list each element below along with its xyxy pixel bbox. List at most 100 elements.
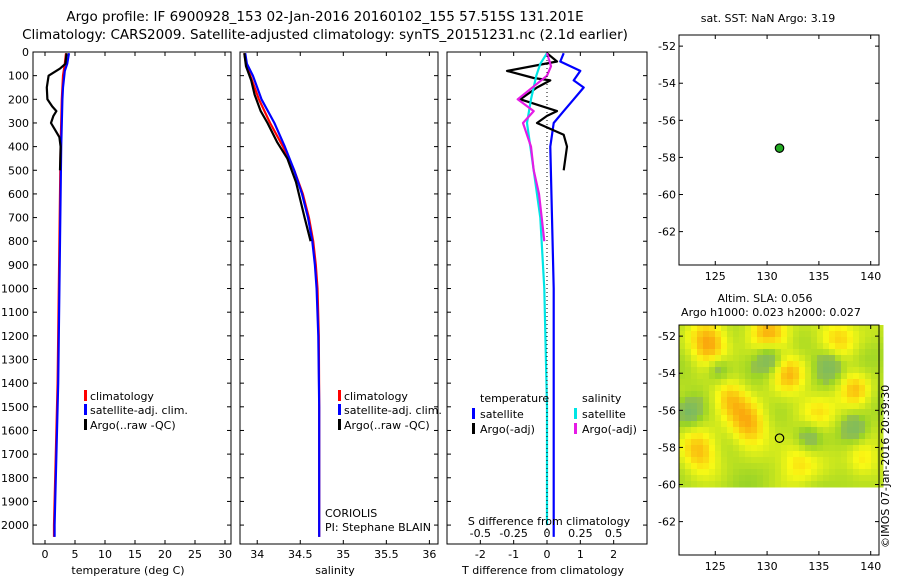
- temperature-series-satellite-adj-clim-: [53, 53, 71, 537]
- temperature-ytick-label: 1600: [1, 424, 29, 437]
- temperature-xtick-label: 15: [128, 548, 142, 561]
- location-ytick-label: -56: [658, 114, 676, 127]
- temperature-xtick-label: 10: [98, 548, 112, 561]
- temperature-ytick-label: 1800: [1, 472, 29, 485]
- temperature-xtick-label: 20: [158, 548, 172, 561]
- temp-legend-label: satellite-adj. clim.: [90, 404, 188, 417]
- diff-legend-label: Argo(-adj): [582, 423, 637, 436]
- temperature-ytick-label: 500: [8, 164, 29, 177]
- location-xtick-label: 130: [757, 270, 778, 283]
- sal-legend-marker: [338, 419, 341, 430]
- temp-legend-marker: [84, 419, 87, 430]
- title-line-1: Argo profile: IF 6900928_153 02-Jan-2016…: [66, 9, 584, 25]
- differences-xlabel: T difference from climatology: [461, 564, 624, 577]
- temp-legend-marker: [84, 390, 87, 401]
- salinity-xtick-label: 35: [336, 548, 350, 561]
- temperature-ytick-label: 0: [22, 46, 29, 59]
- location-ytick-label: -62: [658, 226, 676, 239]
- differences-xtick-label: -2: [475, 548, 486, 561]
- temperature-ytick-label: 700: [8, 212, 29, 225]
- diff-legend-marker: [472, 423, 475, 434]
- differences-xtick-label: -1: [508, 548, 519, 561]
- temperature-ytick-label: 900: [8, 259, 29, 272]
- differences-series-t-satellite: [549, 52, 585, 537]
- altimetry-xtick-label: 125: [705, 560, 726, 573]
- sal-legend-marker: [338, 390, 341, 401]
- diff-x2tick-label: 0.25: [568, 527, 593, 540]
- salinity-xlabel: salinity: [315, 564, 355, 577]
- imos-credit: ©IMOS 07-Jan-2016 20:39:30: [879, 384, 892, 548]
- sal-legend-label: Argo(..raw -QC): [344, 419, 430, 432]
- temperature-xtick-label: 30: [218, 548, 232, 561]
- pi-credit: PI: Stephane BLAIN: [325, 521, 431, 534]
- temperature-ytick-label: 800: [8, 235, 29, 248]
- temperature-ytick-label: 1500: [1, 401, 29, 414]
- temperature-ytick-label: 1200: [1, 330, 29, 343]
- altimetry-ytick-label: -56: [658, 404, 676, 417]
- location-ytick-label: -60: [658, 189, 676, 202]
- temp-legend-marker: [84, 404, 87, 415]
- differences-series-t-argo-adj-: [505, 52, 569, 171]
- title-line-2: Climatology: CARS2009. Satellite-adjuste…: [22, 27, 628, 43]
- temperature-ytick-label: 1000: [1, 283, 29, 296]
- altimetry-title-line1: Altim. SLA: 0.056: [717, 292, 812, 305]
- diff-x2label: S difference from climatology: [468, 515, 631, 528]
- altimetry-xtick-label: 140: [860, 560, 881, 573]
- differences-xtick-label: 0: [544, 548, 551, 561]
- temperature-xtick-label: 0: [42, 548, 49, 561]
- differences-xtick-label: 2: [610, 548, 617, 561]
- temp-legend-label: Argo(..raw -QC): [90, 419, 176, 432]
- altimetry-ytick-label: -62: [658, 516, 676, 529]
- location-xtick-label: 125: [705, 270, 726, 283]
- location-ytick-label: -52: [658, 40, 676, 53]
- differences-series-s-argo-adj-: [516, 52, 553, 242]
- temperature-ytick-label: 1900: [1, 495, 29, 508]
- location-ytick-label: -54: [658, 77, 676, 90]
- temperature-ytick-label: 400: [8, 141, 29, 154]
- temperature-ytick-label: 600: [8, 188, 29, 201]
- diff-legend-label: Argo(-adj): [480, 423, 535, 436]
- altimetry-frame: [678, 324, 880, 556]
- temperature-ytick-label: 1100: [1, 306, 29, 319]
- salinity-series-argo-raw-qc-: [243, 53, 312, 242]
- salinity-xtick-label: 34.5: [288, 548, 313, 561]
- altimetry-ytick-label: -60: [658, 479, 676, 492]
- altimetry-xtick-label: 130: [757, 560, 778, 573]
- altimetry-ytick-label: -58: [658, 441, 676, 454]
- salinity-xtick-label: 36: [422, 548, 436, 561]
- sal-legend-label: climatology: [344, 390, 408, 403]
- diff-x2tick-label: -0.25: [499, 527, 527, 540]
- diff-x2tick-label: 0.5: [605, 527, 623, 540]
- salinity-series-satellite-adj-clim-: [244, 53, 321, 537]
- diff-legend-marker: [574, 423, 577, 434]
- diff-legend-marker: [472, 408, 475, 419]
- diff-legend-title-salinity: salinity: [582, 392, 622, 405]
- location-xtick-label: 140: [860, 270, 881, 283]
- sal-legend-label: satellite-adj. clim.: [344, 404, 442, 417]
- temperature-frame: [32, 51, 232, 545]
- differences-xtick-label: 1: [577, 548, 584, 561]
- location-frame: [678, 34, 880, 266]
- diff-legend-label: satellite: [582, 408, 626, 421]
- temp-legend-label: climatology: [90, 390, 154, 403]
- salinity-xtick-label: 35.5: [374, 548, 399, 561]
- location-title: sat. SST: NaN Argo: 3.19: [701, 12, 835, 25]
- diff-legend-label: satellite: [480, 408, 524, 421]
- temperature-ytick-label: 1700: [1, 448, 29, 461]
- temperature-ytick-label: 200: [8, 93, 29, 106]
- temperature-ytick-label: 1300: [1, 354, 29, 367]
- temperature-ytick-label: 100: [8, 70, 29, 83]
- diff-legend-title-temperature: temperature: [480, 392, 549, 405]
- altimetry-field: [679, 325, 884, 488]
- altimetry-xtick-label: 135: [808, 560, 829, 573]
- diff-x2tick-label: 0: [544, 527, 551, 540]
- altimetry-float-marker: [774, 433, 785, 443]
- temperature-series-argo-raw-qc-: [45, 53, 68, 171]
- temperature-xlabel: temperature (deg C): [71, 564, 184, 577]
- altimetry-title-line2: Argo h1000: 0.023 h2000: 0.027: [681, 306, 861, 319]
- location-float-marker: [774, 143, 785, 153]
- altimetry-ytick-label: -52: [658, 330, 676, 343]
- altimetry-ytick-label: -54: [658, 367, 676, 380]
- temperature-xtick-label: 5: [72, 548, 79, 561]
- sal-legend-marker: [338, 404, 341, 415]
